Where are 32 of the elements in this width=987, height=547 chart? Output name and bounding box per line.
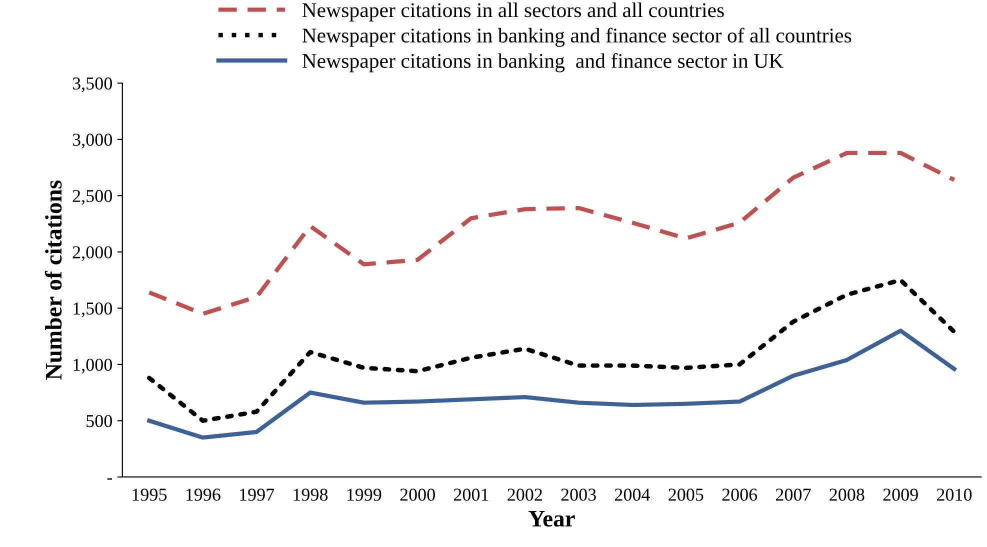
x-tick-label: 2008 bbox=[830, 488, 864, 501]
y-tick-label: - bbox=[107, 478, 112, 480]
x-tick-label: 2001 bbox=[454, 488, 488, 501]
y-tick-label: 3,000 bbox=[72, 134, 112, 148]
x-tick-label: 2010 bbox=[936, 488, 972, 501]
y-axis-title: Number of citations bbox=[44, 180, 62, 380]
x-tick-label: 2009 bbox=[883, 488, 918, 501]
y-tick-label: 500 bbox=[86, 414, 112, 428]
y-tick-label: 2,500 bbox=[72, 190, 112, 205]
line-series bbox=[146, 278, 956, 423]
x-tick-label: 1997 bbox=[240, 488, 274, 501]
line-series bbox=[147, 328, 956, 440]
x-tick-label: 2004 bbox=[614, 488, 650, 501]
x-tick-label: 2007 bbox=[776, 488, 811, 501]
legend-label: Newspaper citations in banking and finance sector of all countries bbox=[302, 28, 852, 47]
x-tick-label: 2000 bbox=[400, 488, 435, 501]
y-tick-label: 3,500 bbox=[72, 77, 112, 92]
x-tick-label: 1998 bbox=[294, 488, 328, 501]
x-tick-label: 1999 bbox=[347, 488, 382, 501]
x-tick-label: 2002 bbox=[508, 488, 542, 501]
x-tick-label: 2003 bbox=[561, 488, 596, 501]
y-tick-label: 1,000 bbox=[74, 358, 112, 374]
x-tick-label: 1995 bbox=[132, 488, 167, 501]
y-tick-label: 2,000 bbox=[72, 246, 112, 261]
x-axis-title: Year bbox=[528, 510, 575, 527]
line-series bbox=[147, 150, 956, 316]
y-tick-label: 1,500 bbox=[74, 302, 112, 318]
legend-label: Newspaper citations in banking and finance sector in UK bbox=[302, 53, 784, 72]
legend-label: Newspaper citations in all sectors and all countries bbox=[302, 2, 724, 22]
x-tick-label: 1996 bbox=[186, 488, 220, 501]
x-tick-label: 2005 bbox=[668, 488, 704, 501]
x-tick-label: 2006 bbox=[722, 488, 758, 501]
